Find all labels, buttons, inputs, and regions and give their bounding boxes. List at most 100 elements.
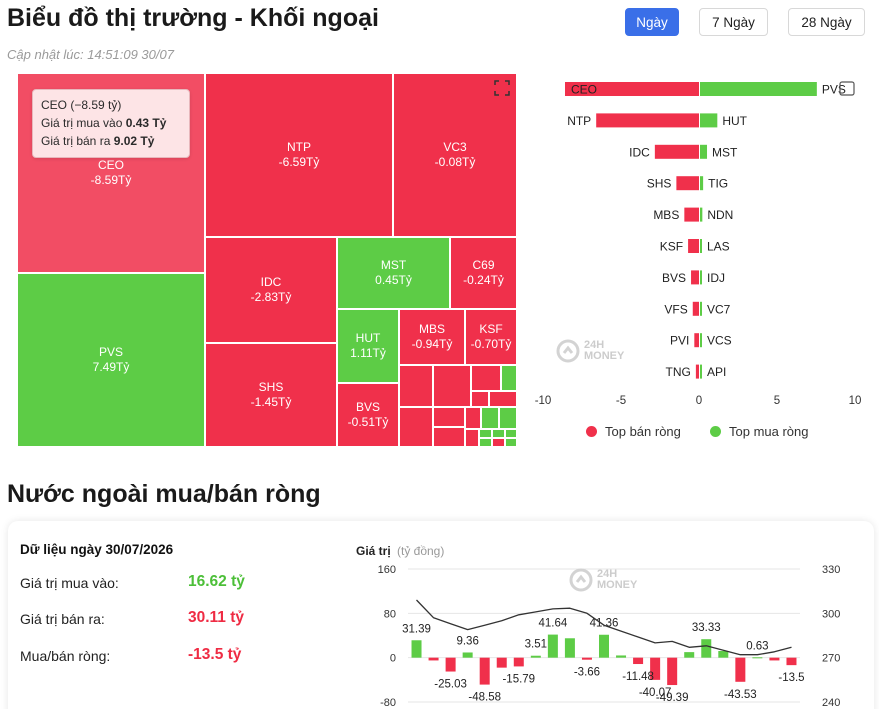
- treemap-tile-small[interactable]: [505, 429, 517, 438]
- buy-code-label: VC7: [707, 302, 731, 316]
- treemap-tile-mbs[interactable]: MBS -0.94Tỷ: [399, 309, 465, 365]
- net-bar[interactable]: [581, 657, 592, 660]
- y-axis-unit: (tỷ đồng): [397, 544, 444, 558]
- treemap-tile-bvs[interactable]: BVS -0.51Tỷ: [337, 383, 399, 447]
- sell-bar-idc[interactable]: [654, 144, 699, 159]
- treemap-tile-small[interactable]: [505, 438, 517, 447]
- buy-bar-mst[interactable]: [700, 144, 708, 159]
- treemap-tile-small[interactable]: [499, 407, 517, 429]
- net-bar[interactable]: [752, 657, 763, 659]
- watermark-icon: [556, 339, 580, 363]
- buy-bar-vcs[interactable]: [700, 333, 702, 348]
- buy-bar-tig[interactable]: [700, 176, 704, 191]
- net-bar[interactable]: [633, 657, 644, 665]
- net-bar[interactable]: [547, 634, 558, 658]
- treemap-tile-value: -2.83Tỷ: [250, 290, 292, 304]
- index-line: [416, 599, 792, 656]
- tooltip-buy-label: Giá trị mua vào: [41, 116, 123, 130]
- net-bar[interactable]: [496, 657, 507, 668]
- legend-buy[interactable]: Top mua ròng: [710, 424, 809, 439]
- sell-bar-ceo[interactable]: [564, 82, 699, 96]
- treemap-tile-idc[interactable]: IDC -2.83Tỷ: [205, 237, 337, 343]
- tooltip-sell-value: 9.02 Tỷ: [113, 134, 155, 148]
- net-bar[interactable]: [786, 657, 797, 666]
- net-bar[interactable]: [428, 657, 439, 661]
- treemap-tile-ntp[interactable]: NTP -6.59Tỷ: [205, 73, 393, 237]
- net-bar[interactable]: [445, 657, 456, 672]
- bar-data-label: -3.66: [574, 667, 600, 679]
- range-7day-button[interactable]: 7 Ngày: [699, 8, 768, 36]
- buy-bar-ndn[interactable]: [700, 207, 703, 222]
- net-bar[interactable]: [462, 652, 473, 658]
- treemap-tile-small[interactable]: [471, 391, 489, 407]
- treemap-tile-small[interactable]: [501, 365, 517, 391]
- watermark-logo-2: 24H MONEY: [569, 568, 637, 592]
- buy-bar-vc7[interactable]: [700, 301, 702, 316]
- y-left-tick: 160: [378, 564, 396, 576]
- legend-sell[interactable]: Top bán ròng: [586, 424, 681, 439]
- treemap-tile-code: BVS: [355, 400, 380, 414]
- treemap-tile-vc3[interactable]: VC3 -0.08Tỷ: [393, 73, 517, 237]
- treemap-tile-small[interactable]: [399, 407, 433, 447]
- bar-data-label: 31.39: [402, 623, 431, 635]
- sell-bar-bvs[interactable]: [691, 270, 699, 285]
- sell-bar-mbs[interactable]: [684, 207, 699, 222]
- treemap-tile-small[interactable]: [433, 365, 471, 407]
- buy-bar-idj[interactable]: [700, 270, 702, 285]
- sell-bar-ksf[interactable]: [688, 239, 699, 253]
- net-bar[interactable]: [684, 652, 695, 658]
- range-day-button[interactable]: Ngày: [625, 8, 679, 36]
- range-28day-button[interactable]: 28 Ngày: [788, 8, 865, 36]
- treemap-tile-value: -0.70Tỷ: [470, 337, 512, 351]
- treemap-tile-small[interactable]: [479, 438, 492, 447]
- net-bar[interactable]: [564, 638, 575, 658]
- sell-bar-ntp[interactable]: [596, 113, 699, 128]
- treemap-tile-pvs[interactable]: PVS 7.49Tỷ: [17, 273, 205, 447]
- net-bar[interactable]: [650, 657, 661, 680]
- net-bar[interactable]: [411, 640, 422, 658]
- treemap-tile-ksf[interactable]: KSF -0.70Tỷ: [465, 309, 517, 365]
- sell-bar-vfs[interactable]: [692, 301, 699, 316]
- treemap-tile-small[interactable]: [433, 427, 465, 447]
- section-title: Nước ngoài mua/bán ròng: [7, 480, 321, 508]
- net-bar[interactable]: [701, 639, 712, 658]
- treemap-tile-small[interactable]: [489, 391, 517, 407]
- buy-bar-api[interactable]: [700, 364, 702, 379]
- tooltip-sell-label: Giá trị bán ra: [41, 134, 111, 148]
- sell-bar-tng[interactable]: [695, 364, 699, 379]
- buy-bar-hut[interactable]: [700, 113, 718, 128]
- net-bar[interactable]: [718, 651, 729, 658]
- fullscreen-icon[interactable]: [494, 80, 510, 96]
- treemap-tile-small[interactable]: [399, 365, 433, 407]
- sell-bar-shs[interactable]: [676, 176, 699, 191]
- net-bar[interactable]: [530, 655, 541, 658]
- treemap-tile-hut[interactable]: HUT 1.11Tỷ: [337, 309, 399, 383]
- treemap-tile-small[interactable]: [465, 429, 479, 447]
- sell-bar-pvi[interactable]: [694, 333, 699, 348]
- net-bar[interactable]: [599, 634, 609, 658]
- buy-code-label: MST: [712, 145, 738, 159]
- sell-code-label: SHS: [647, 177, 672, 191]
- treemap-tile-small[interactable]: [481, 407, 499, 429]
- treemap-tile-small[interactable]: [492, 438, 505, 447]
- net-bar[interactable]: [479, 657, 490, 685]
- export-icon[interactable]: [839, 81, 855, 96]
- bar-data-label: 3.51: [525, 639, 547, 651]
- treemap-tile-small[interactable]: [479, 429, 492, 438]
- buy-bar-pvs[interactable]: [700, 82, 817, 96]
- net-bar[interactable]: [769, 657, 780, 661]
- treemap-tile-shs[interactable]: SHS -1.45Tỷ: [205, 343, 337, 447]
- treemap-tile-mst[interactable]: MST 0.45Tỷ: [337, 237, 450, 309]
- net-bar[interactable]: [616, 655, 627, 658]
- treemap-tile-c69[interactable]: C69 -0.24Tỷ: [450, 237, 517, 309]
- treemap-tile-small[interactable]: [433, 407, 465, 427]
- treemap-tile-small[interactable]: [492, 429, 505, 438]
- treemap-tile-small[interactable]: [465, 407, 481, 429]
- treemap-tile-small[interactable]: [471, 365, 501, 391]
- watermark-icon-2: [569, 568, 593, 592]
- net-bar[interactable]: [513, 657, 524, 667]
- buy-code-label: VCS: [707, 334, 732, 348]
- buy-bar-las[interactable]: [700, 239, 702, 253]
- net-bar[interactable]: [667, 657, 678, 686]
- net-bar[interactable]: [735, 657, 746, 682]
